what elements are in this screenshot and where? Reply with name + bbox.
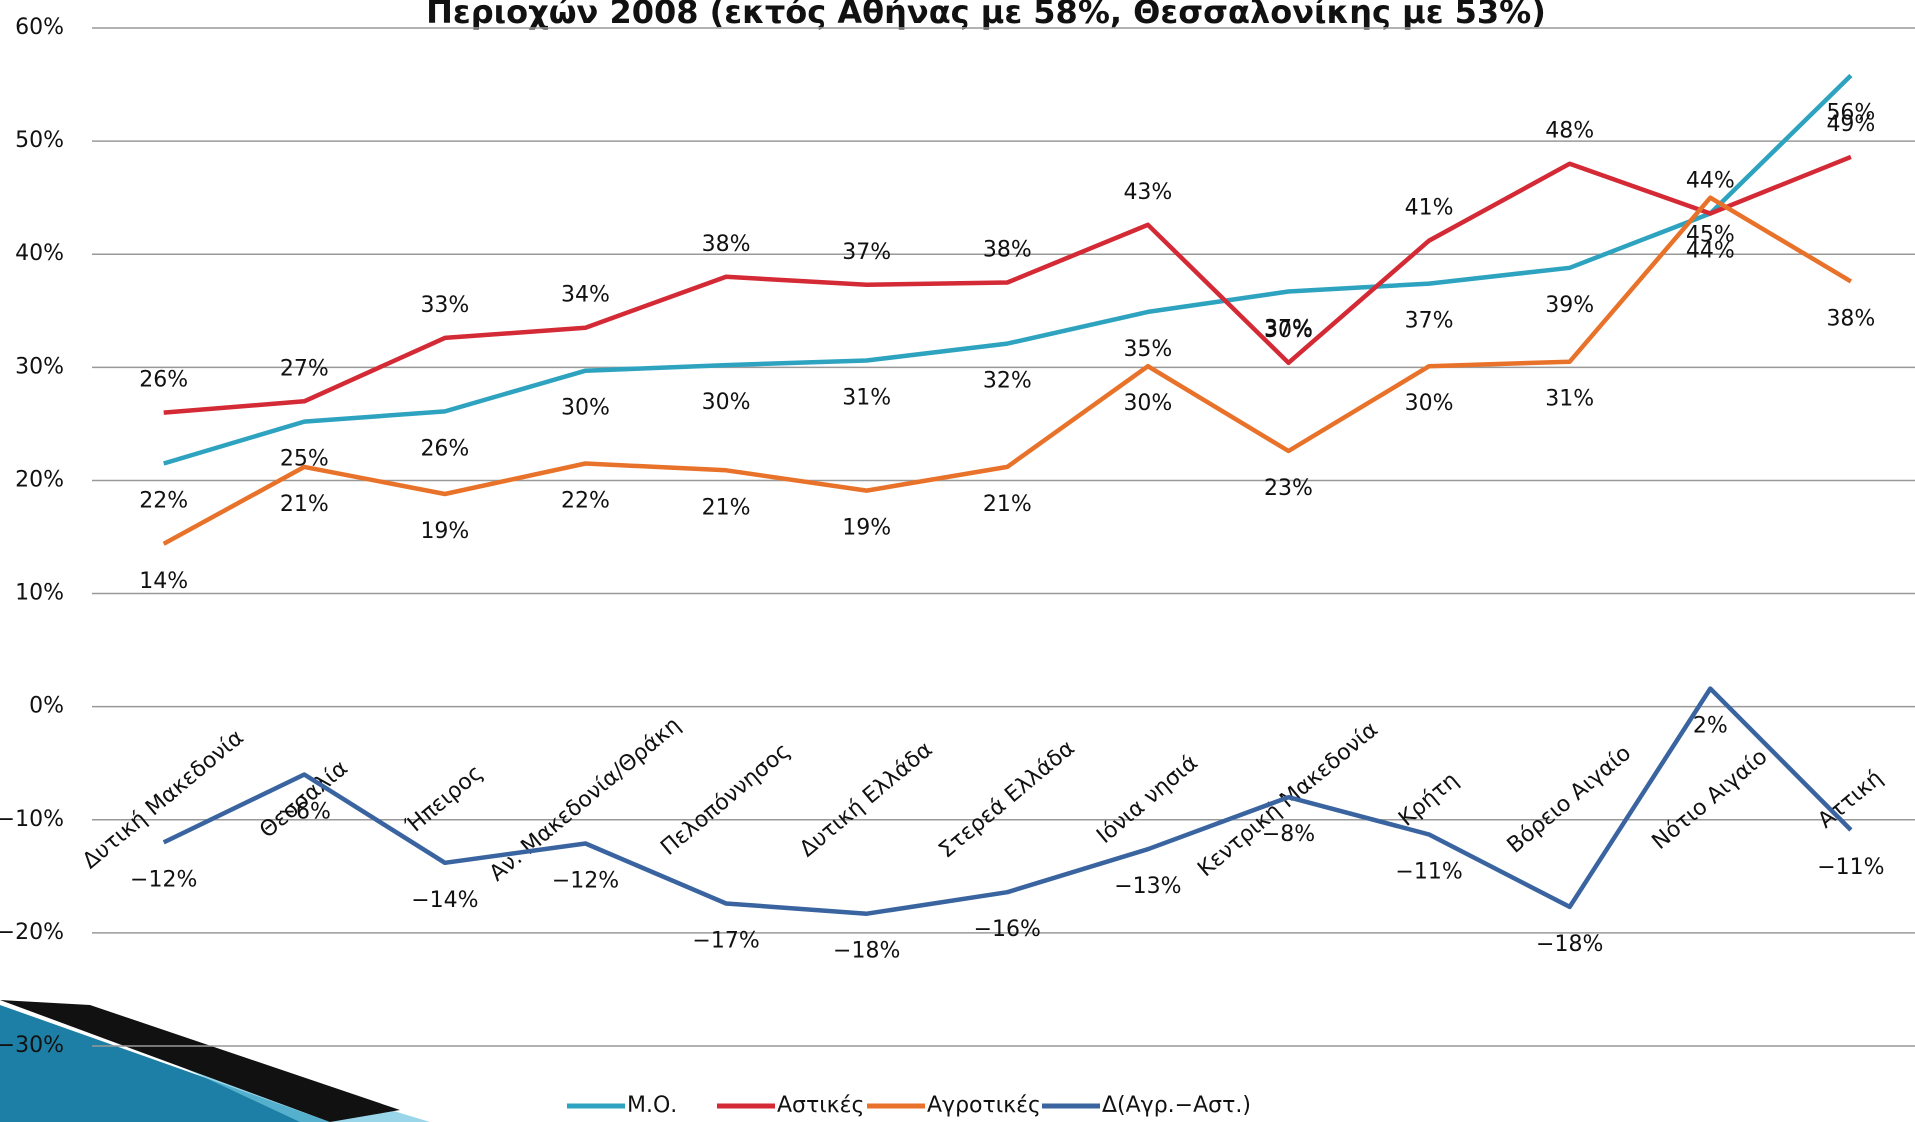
y-tick-label: 10% [15,581,64,606]
legend-label: Αγροτικές [927,1093,1041,1118]
data-label: 26% [139,368,188,393]
data-label: 37% [1405,309,1454,334]
legend-label: Αστικές [777,1093,864,1118]
series-line [164,76,1851,464]
x-tick-label: Πελοπόννησος [656,738,795,860]
data-label: 45% [1686,223,1735,248]
y-tick-label: −20% [0,920,64,945]
legend-label: Δ(Αγρ.−Αστ.) [1102,1093,1251,1118]
data-label: 21% [280,492,329,517]
data-label: 37% [842,240,891,265]
data-label: 26% [420,436,469,461]
chart: Περιοχών 2008 (εκτός Αθήνας με 58%, Θεσσ… [0,0,1915,1122]
x-tick-label: Δυτική Μακεδονία [78,725,249,874]
data-label: 41% [1405,196,1454,221]
legend-label: Μ.Ο. [627,1093,677,1118]
x-tick-label: Στερεά Ελλάδα [934,736,1079,864]
data-label: −17% [692,928,759,953]
y-tick-label: 0% [29,694,64,719]
data-label: 21% [702,495,751,520]
data-label: 22% [561,488,610,513]
data-label: 39% [1545,293,1594,318]
x-tick-label: Ήπειρος [401,760,488,839]
y-tick-label: −10% [0,807,64,832]
x-tick-label: Αν. Μακεδονία/Θράκη [485,713,686,887]
data-label: 30% [1123,391,1172,416]
data-label: 38% [1826,306,1875,331]
data-label: −14% [411,888,478,913]
data-label: 48% [1545,119,1594,144]
y-tick-label: 30% [15,354,64,379]
data-label: 30% [1264,318,1313,343]
data-label: 21% [983,492,1032,517]
data-label: −18% [833,939,900,964]
data-label: 44% [1686,169,1735,194]
data-label: 43% [1123,180,1172,205]
x-tick-label: Δυτική Ελλάδα [795,737,937,862]
x-tick-label: Βόρειο Αιγαίο [1503,741,1636,859]
data-label: −11% [1395,859,1462,884]
data-label: 49% [1826,112,1875,137]
data-label: 38% [702,232,751,257]
data-label: 38% [983,238,1032,263]
x-tick-label: Κρήτη [1394,768,1463,832]
data-label: 31% [1545,387,1594,412]
data-label: 30% [702,390,751,415]
data-label: −18% [1536,932,1603,957]
data-label: −13% [1114,874,1181,899]
data-label: −11% [1817,855,1884,880]
data-label: −6% [278,800,331,825]
data-label: 19% [842,516,891,541]
x-tick-label: Αττική [1813,766,1887,834]
data-label: 34% [561,283,610,308]
data-label: 35% [1123,337,1172,362]
data-label: 32% [983,369,1032,394]
data-label: −16% [974,917,1041,942]
page: Περιοχών 2008 (εκτός Αθήνας με 58%, Θεσσ… [0,0,1915,1122]
y-tick-label: 50% [15,128,64,153]
y-tick-label: −30% [0,1033,64,1058]
data-label: −8% [1262,822,1315,847]
data-label: 30% [561,396,610,421]
data-label: 2% [1693,714,1728,739]
data-label: 33% [420,293,469,318]
data-label: 31% [842,386,891,411]
chart-title: Περιοχών 2008 (εκτός Αθήνας με 58%, Θεσσ… [426,0,1546,31]
data-label: 14% [139,569,188,594]
data-label: −12% [552,869,619,894]
data-label: 23% [1264,476,1313,501]
decoration [0,1000,430,1122]
y-tick-label: 60% [15,15,64,40]
data-label: 30% [1405,391,1454,416]
y-tick-label: 20% [15,467,64,492]
data-label: 22% [139,488,188,513]
data-label: 27% [280,356,329,381]
data-label: −12% [130,867,197,892]
y-tick-label: 40% [15,241,64,266]
data-label: 19% [420,519,469,544]
